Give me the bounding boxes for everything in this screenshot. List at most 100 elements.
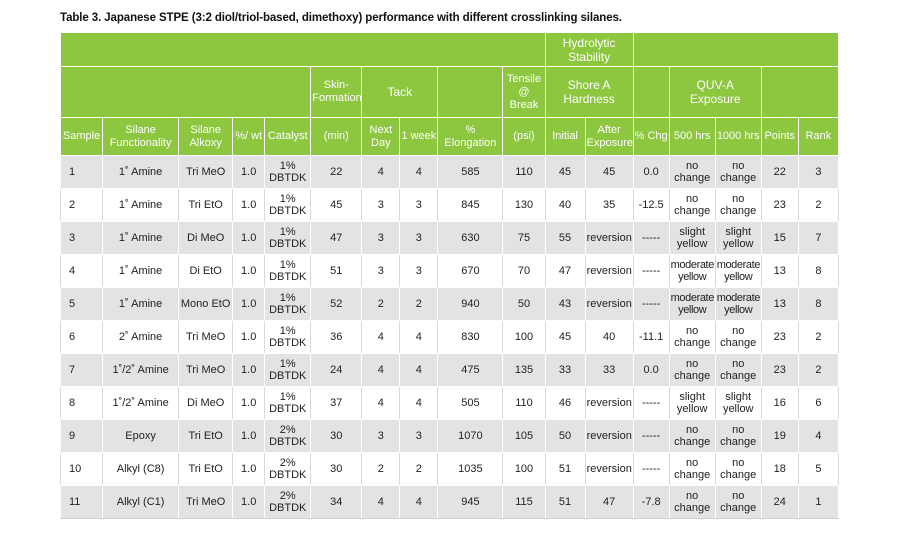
cell-tack-next-day: 4 [361, 155, 401, 189]
cell-silane-functionality: 1˚ Amine [102, 254, 180, 288]
cell-tensile: 75 [502, 221, 546, 255]
cell-tack-one-week: 3 [399, 419, 439, 453]
cell-silane-alkoxy: Tri EtO [178, 419, 234, 453]
table-row: 5 1˚ Amine Mono EtO 1.0 1% DBTDK 52 2 2 940 50 43 r… [59, 287, 840, 321]
cell-skin-formation: 47 [310, 221, 363, 255]
cell-pct-chg: ----- [632, 254, 670, 288]
header-quv-a-exposure: QUV-A Exposure [668, 66, 762, 118]
cell-points: 13 [760, 254, 799, 288]
cell-quv-1000: no change [714, 353, 762, 387]
cell-silane-alkoxy: Tri MeO [178, 155, 234, 189]
cell-sample: 7 [59, 353, 104, 387]
cell-silane-alkoxy: Tri MeO [178, 485, 234, 519]
cell-pct-wt: 1.0 [232, 452, 266, 486]
cell-hardness-initial: 45 [544, 320, 586, 354]
cell-silane-alkoxy: Tri MeO [178, 353, 234, 387]
cell-points: 23 [760, 188, 799, 222]
cell-rank: 2 [797, 353, 840, 387]
header-shore-a-hardness: Shore A Hardness [544, 66, 634, 118]
cell-catalyst: 1% DBTDK [264, 155, 312, 189]
table-row: 2 1˚ Amine Tri EtO 1.0 1% DBTDK 45 3 3 845 130 40 3… [59, 188, 840, 222]
cell-hardness-after: reversion [584, 254, 634, 288]
table-row: 10 Alkyl (C8) Tri EtO 1.0 2% DBTDK 30 2 2 1035 10… [59, 452, 840, 486]
cell-quv-500: no change [668, 155, 716, 189]
cell-sample: 1 [59, 155, 104, 189]
cell-pct-chg: ----- [632, 287, 670, 321]
cell-pct-wt: 1.0 [232, 485, 266, 519]
cell-tensile: 110 [502, 155, 546, 189]
header-tensile-at-break: Tensile @ Break [502, 66, 546, 118]
header-next-day: Next Day [361, 117, 401, 156]
cell-pct-chg: 0.0 [632, 155, 670, 189]
cell-sample: 6 [59, 320, 104, 354]
cell-skin-formation: 34 [310, 485, 363, 519]
cell-quv-1000: no change [714, 419, 762, 453]
cell-tack-one-week: 2 [399, 287, 439, 321]
cell-silane-functionality: 1˚ Amine [102, 188, 180, 222]
cell-silane-functionality: Alkyl (C8) [102, 452, 180, 486]
cell-pct-chg: -7.8 [632, 485, 670, 519]
cell-tack-next-day: 3 [361, 221, 401, 255]
table-row: 6 2˚ Amine Tri MeO 1.0 1% DBTDK 36 4 4 830 100 45 4… [59, 320, 840, 354]
cell-pct-chg: -12.5 [632, 188, 670, 222]
header-pct-chg: % Chg [632, 117, 670, 156]
cell-tack-one-week: 3 [399, 254, 439, 288]
cell-pct-chg: ----- [632, 386, 670, 420]
table-row: 4 1˚ Amine Di EtO 1.0 1% DBTDK 51 3 3 670 70 47 rev… [59, 254, 840, 288]
cell-pct-wt: 1.0 [232, 320, 266, 354]
header-points: Points [760, 117, 799, 156]
cell-tack-one-week: 4 [399, 155, 439, 189]
cell-elongation: 1070 [437, 419, 504, 453]
cell-rank: 8 [797, 254, 840, 288]
cell-hardness-after: 47 [584, 485, 634, 519]
cell-hardness-initial: 51 [544, 452, 586, 486]
cell-quv-1000: no change [714, 188, 762, 222]
cell-tack-one-week: 3 [399, 221, 439, 255]
cell-tack-next-day: 2 [361, 287, 401, 321]
cell-elongation: 945 [437, 485, 504, 519]
cell-elongation: 630 [437, 221, 504, 255]
cell-quv-1000: no change [714, 320, 762, 354]
cell-catalyst: 2% DBTDK [264, 485, 312, 519]
cell-quv-500: no change [668, 485, 716, 519]
cell-tack-next-day: 3 [361, 419, 401, 453]
cell-sample: 5 [59, 287, 104, 321]
cell-rank: 3 [797, 155, 840, 189]
cell-quv-1000: slight yellow [714, 221, 762, 255]
cell-tack-next-day: 4 [361, 353, 401, 387]
header-pct-elongation: % Elongation [437, 117, 504, 156]
cell-silane-alkoxy: Tri MeO [178, 320, 234, 354]
cell-hardness-after: reversion [584, 419, 634, 453]
header-min: (min) [310, 117, 363, 156]
cell-tensile: 135 [502, 353, 546, 387]
cell-hardness-initial: 55 [544, 221, 586, 255]
cell-hardness-initial: 33 [544, 353, 586, 387]
cell-sample: 8 [59, 386, 104, 420]
cell-tack-next-day: 2 [361, 452, 401, 486]
cell-rank: 4 [797, 419, 840, 453]
cell-quv-1000: moderate yellow [714, 254, 762, 288]
cell-skin-formation: 37 [310, 386, 363, 420]
cell-quv-500: no change [668, 320, 716, 354]
cell-quv-1000: no change [714, 452, 762, 486]
cell-pct-chg: ----- [632, 419, 670, 453]
cell-silane-functionality: 1˚ Amine [102, 287, 180, 321]
header-silane-alkoxy: Silane Alkoxy [178, 117, 234, 156]
cell-hardness-initial: 46 [544, 386, 586, 420]
cell-silane-functionality: 2˚ Amine [102, 320, 180, 354]
header-catalyst: Catalyst [264, 117, 312, 156]
cell-silane-functionality: 1˚ Amine [102, 221, 180, 255]
cell-elongation: 475 [437, 353, 504, 387]
header-500-hrs: 500 hrs [668, 117, 716, 156]
cell-tack-one-week: 4 [399, 320, 439, 354]
cell-rank: 6 [797, 386, 840, 420]
cell-sample: 9 [59, 419, 104, 453]
header-one-week: 1 week [399, 117, 439, 156]
cell-quv-1000: moderate yellow [714, 287, 762, 321]
cell-pct-chg: ----- [632, 221, 670, 255]
cell-hardness-initial: 45 [544, 155, 586, 189]
cell-tensile: 130 [502, 188, 546, 222]
table-row: 1 1˚ Amine Tri MeO 1.0 1% DBTDK 22 4 4 585 110 45 4… [59, 155, 840, 189]
cell-catalyst: 2% DBTDK [264, 419, 312, 453]
cell-tack-next-day: 4 [361, 386, 401, 420]
